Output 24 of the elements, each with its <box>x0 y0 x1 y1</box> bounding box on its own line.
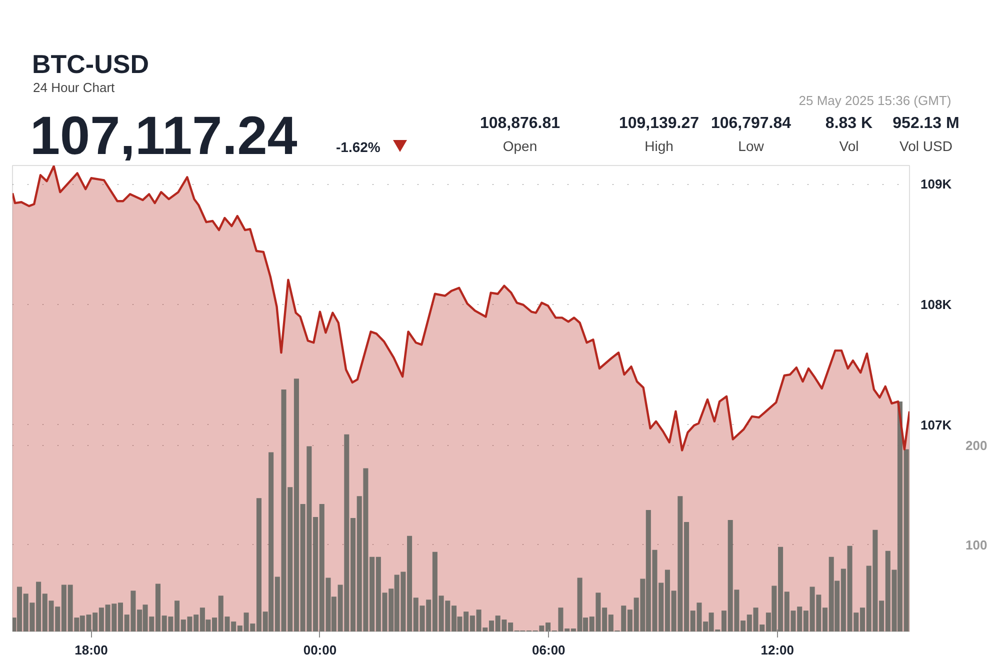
text: Vol <box>839 138 859 154</box>
x-tick-label: 06:00 <box>532 642 566 658</box>
text: 108,876.81 <box>478 114 562 134</box>
text: 106,797.84 <box>710 115 792 132</box>
text: 25 May 2025 15:36 (GMT) <box>798 92 952 110</box>
y2-tick-label: 200 <box>966 438 988 453</box>
text: High <box>644 137 674 156</box>
annotation: 107,117.24 <box>30 105 298 168</box>
y-tick-label: 108K <box>920 297 952 312</box>
chart-subtitle: 24 Hour Chart <box>33 79 115 97</box>
text: -1.62% <box>336 138 380 157</box>
chart-title: BTC-USD <box>32 49 149 79</box>
y-tick-label: 107K <box>920 417 952 432</box>
text: Open <box>502 137 538 156</box>
text: 952.13 M <box>892 115 960 132</box>
y-tick-label: 109K <box>920 176 952 192</box>
x-tick-label: 12:00 <box>760 642 794 658</box>
text: Vol USD <box>898 137 954 156</box>
text: Low <box>737 137 765 156</box>
x-tick-label: 00:00 <box>303 642 337 658</box>
text: 109,139.27 <box>618 115 700 132</box>
x-tick-label: 18:00 <box>74 642 108 658</box>
y2-tick-label: 100 <box>966 537 988 552</box>
text: 8.83 K <box>825 115 873 132</box>
